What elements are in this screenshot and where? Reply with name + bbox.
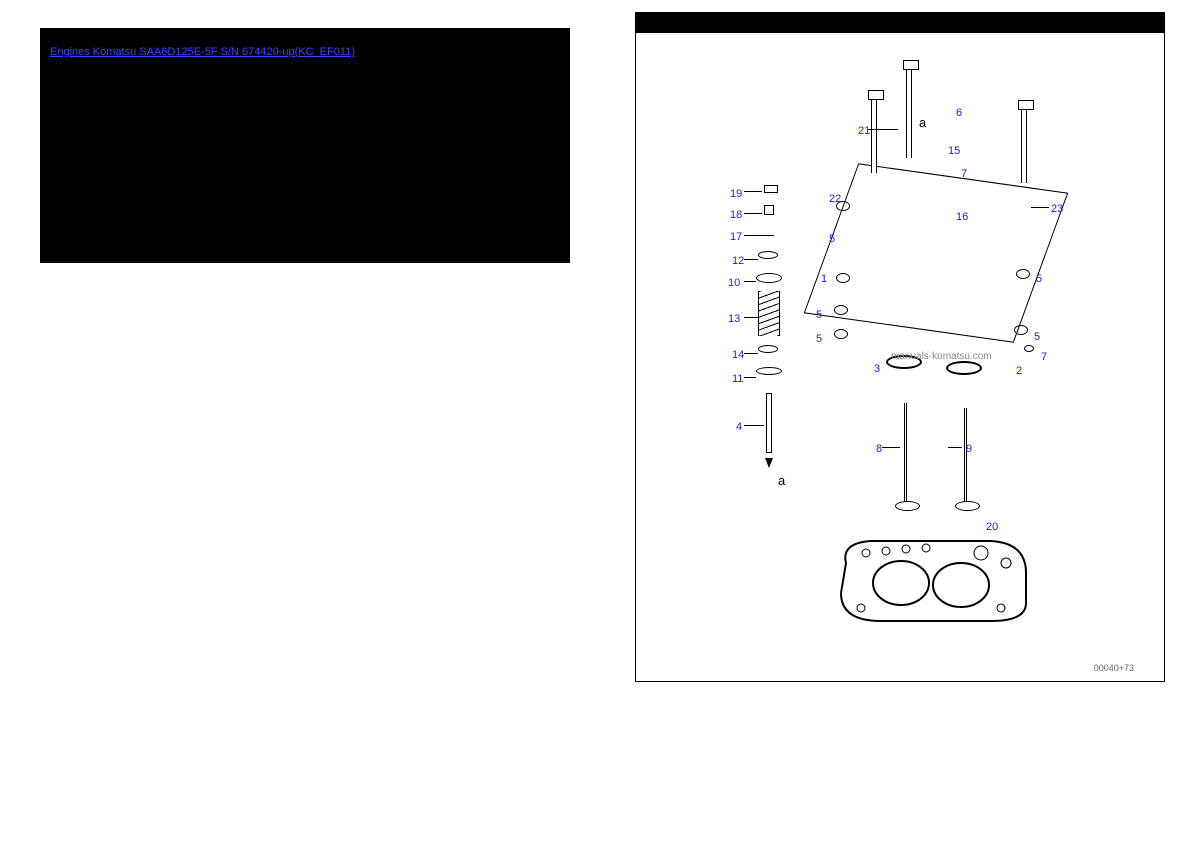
callout-11: 11 <box>732 373 743 385</box>
callout-2: 2 <box>1016 365 1022 377</box>
leader-line <box>744 317 758 318</box>
stud-illustration <box>764 205 774 215</box>
plug-illustration <box>834 305 848 315</box>
head-gasket-illustration <box>831 533 1031 628</box>
cylinder-head-illustration <box>804 163 1069 343</box>
callout-6: 6 <box>956 107 962 119</box>
callout-12: 12 <box>732 255 744 267</box>
callout-4: 4 <box>736 421 742 433</box>
leader-line <box>744 259 758 260</box>
leader-line <box>744 235 774 236</box>
callout-5: 5 <box>1036 273 1042 285</box>
leader-line <box>744 425 764 426</box>
callout-18: 18 <box>730 209 742 221</box>
valve-seat-illustration <box>946 361 982 375</box>
plug-illustration <box>1024 345 1034 352</box>
plug-illustration <box>1016 269 1030 279</box>
callout-21: 21 <box>858 125 870 137</box>
diagram-frame: manuals-komatsu.com 00040+73 1 2 3 4 5 5… <box>635 12 1165 682</box>
figure-number: 00040+73 <box>1094 663 1134 673</box>
callout-22: 22 <box>829 193 841 205</box>
leader-line <box>1031 207 1049 208</box>
cotter-illustration <box>758 251 778 259</box>
bolt-illustration <box>906 68 912 158</box>
leader-line <box>744 377 756 378</box>
plug-illustration <box>834 329 848 339</box>
watermark-text: manuals-komatsu.com <box>891 351 992 362</box>
valve-guide-illustration <box>766 393 772 453</box>
diagram-body: manuals-komatsu.com 00040+73 1 2 3 4 5 5… <box>636 33 1164 681</box>
breadcrumb-link[interactable]: Engines Komatsu SAA6D125E-5F S/N 674420-… <box>50 46 355 58</box>
callout-23: 23 <box>1051 203 1063 215</box>
plug-illustration <box>1014 325 1028 335</box>
leader-line <box>744 213 762 214</box>
callout-7: 7 <box>961 168 967 180</box>
leader-line <box>948 447 962 448</box>
callout-5: 5 <box>829 233 835 245</box>
callout-17: 17 <box>730 231 742 243</box>
leader-line <box>882 447 900 448</box>
callout-10: 10 <box>728 277 740 289</box>
callout-7: 7 <box>1041 351 1047 363</box>
seat-spring-illustration <box>756 367 782 375</box>
diagram-header-bar <box>636 13 1164 33</box>
left-info-panel: Engines Komatsu SAA6D125E-5F S/N 674420-… <box>40 28 570 263</box>
callout-9: 9 <box>966 443 972 455</box>
callout-5: 5 <box>1034 331 1040 343</box>
leader-line <box>744 281 756 282</box>
marker-a: a <box>778 473 785 488</box>
marker-a: a <box>919 115 926 130</box>
exhaust-valve-illustration <box>964 408 967 503</box>
bolt-illustration <box>1021 108 1027 183</box>
callout-16: 16 <box>956 211 968 223</box>
valve-spring-illustration <box>758 291 780 336</box>
seal-illustration <box>758 345 778 353</box>
callout-19: 19 <box>730 188 742 200</box>
arrow-down-icon <box>765 458 773 468</box>
bolt-illustration <box>871 98 877 173</box>
nut-illustration <box>764 185 778 193</box>
callout-15: 15 <box>948 145 960 157</box>
callout-1: 1 <box>821 273 827 285</box>
callout-14: 14 <box>732 349 744 361</box>
callout-20: 20 <box>986 521 998 533</box>
callout-13: 13 <box>728 313 740 325</box>
callout-5: 5 <box>816 309 822 321</box>
plug-illustration <box>836 273 850 283</box>
retainer-illustration <box>756 273 782 283</box>
callout-3: 3 <box>874 363 880 375</box>
intake-valve-illustration <box>904 403 907 503</box>
leader-line <box>868 129 898 130</box>
callout-8: 8 <box>876 443 882 455</box>
leader-line <box>744 191 762 192</box>
callout-5: 5 <box>816 333 822 345</box>
leader-line <box>744 353 758 354</box>
